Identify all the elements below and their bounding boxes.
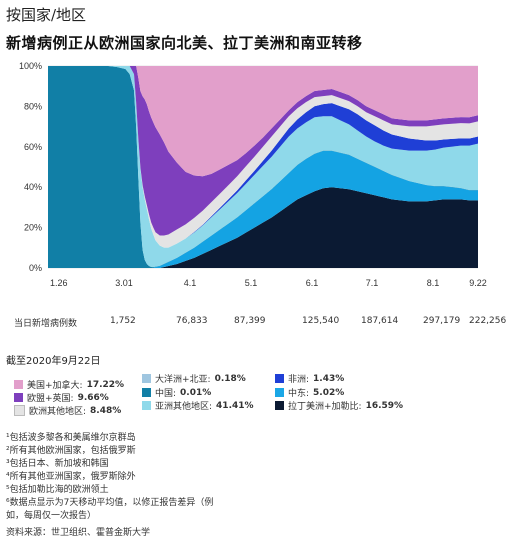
daily-count: 1,752 [110, 316, 136, 326]
x-tick-label: 9.22 [469, 278, 487, 288]
footnote: ⁶数据点显示为7天移动平均值，以修正报告差异（例 [6, 498, 214, 508]
area-rest-europe [48, 66, 478, 248]
legend-name: 中国: [155, 389, 177, 399]
legend-name: 大洋洲+北亚: [155, 375, 211, 385]
legend-item: 美国+加拿大: 17.22% [14, 378, 124, 391]
area-latin [48, 187, 478, 268]
daily-count: 222,256 [469, 316, 507, 326]
section-header: 按国家/地区 [6, 6, 87, 24]
x-tick-label: 8.1 [427, 278, 440, 288]
legend-swatch [14, 380, 23, 389]
legend-item: 拉丁美洲+加勒比: 16.59% [275, 399, 403, 412]
legend-item: 欧盟+英国: 9.66% [14, 391, 109, 404]
daily-count: 76,833 [176, 316, 208, 326]
area-us-canada [48, 66, 478, 177]
legend-name: 拉丁美洲+加勒比: [288, 402, 362, 412]
legend-name: 亚洲其他地区: [155, 402, 213, 412]
legend-item: 大洋洲+北亚: 0.18% [142, 372, 246, 385]
y-tick-label: 20% [24, 223, 42, 233]
footnote: 资料来源：世卫组织、霍普金斯大学 [6, 528, 151, 538]
x-tick-label: 6.1 [306, 278, 319, 288]
footnote: ³包括日本、新加坡和韩国 [6, 459, 109, 469]
legend-name: 欧盟+英国: [27, 394, 74, 404]
chart-title: 新增病例正从欧洲国家向北美、拉丁美洲和南亚转移 [6, 34, 363, 52]
legend-swatch [275, 401, 284, 410]
footnote: ²所有其他欧洲国家，包括俄罗斯 [6, 446, 136, 456]
y-tick-label: 0% [29, 263, 42, 273]
legend-swatch [142, 401, 151, 410]
footnote: ⁵包括加勒比海的欧洲领土 [6, 485, 109, 495]
y-tick-label: 100% [19, 61, 42, 71]
legend-swatch [14, 405, 25, 416]
legend-name: 中东: [288, 389, 310, 399]
legend-value: 1.43% [313, 373, 345, 384]
daily-count: 187,614 [361, 316, 399, 326]
legend-swatch [275, 388, 284, 397]
footnote: ⁴所有其他亚洲国家，俄罗斯除外 [6, 472, 136, 482]
legend-item: 中东: 5.02% [275, 386, 344, 399]
legend-item: 亚洲其他地区: 41.41% [142, 399, 254, 412]
x-tick-label: 7.1 [366, 278, 379, 288]
legend-value: 0.01% [180, 387, 212, 398]
legend-swatch [14, 393, 23, 402]
legend-name: 非洲: [288, 375, 310, 385]
legend-value: 41.41% [216, 400, 254, 411]
daily-cases-label: 当日新增病例数 [14, 319, 78, 329]
legend-value: 9.66% [77, 392, 109, 403]
x-tick-label: 3.01 [115, 278, 133, 288]
legend-value: 8.48% [90, 405, 122, 416]
footnote: 如，每周仅一次报告） [6, 511, 97, 521]
x-tick-label: 4.1 [184, 278, 197, 288]
legend-swatch [142, 374, 151, 383]
area-eu-uk [48, 66, 478, 236]
legend-swatch [142, 388, 151, 397]
daily-count: 125,540 [302, 316, 340, 326]
legend-item: 欧洲其他地区: 8.48% [14, 404, 121, 417]
legend-value: 5.02% [313, 387, 345, 398]
y-tick-label: 80% [24, 101, 42, 111]
footnote: ¹包括波多黎各和美属维尔京群岛 [6, 433, 136, 443]
legend-value: 0.18% [214, 373, 246, 384]
area-china [48, 66, 478, 268]
legend-item: 中国: 0.01% [142, 386, 211, 399]
as-of-date: 截至2020年9月22日 [6, 356, 101, 367]
daily-count: 87,399 [234, 316, 266, 326]
x-tick-label: 1.26 [50, 278, 68, 288]
legend-swatch [275, 374, 284, 383]
y-tick-label: 60% [24, 142, 42, 152]
daily-count: 297,179 [423, 316, 461, 326]
legend-value: 17.22% [86, 379, 125, 390]
x-tick-label: 5.1 [245, 278, 258, 288]
y-tick-label: 40% [24, 182, 42, 192]
legend-name: 欧洲其他地区: [29, 407, 87, 417]
area-asia-other [48, 66, 478, 267]
legend-item: 非洲: 1.43% [275, 372, 344, 385]
legend-name: 美国+加拿大: [27, 381, 83, 391]
legend-value: 16.59% [365, 400, 404, 411]
area-middle-east [48, 150, 478, 268]
stacked-area-chart: 0% 20% 40% 60% 80% 100% 1.26 3.01 4.1 5.1 6.1 7.1 8… [19, 61, 487, 288]
